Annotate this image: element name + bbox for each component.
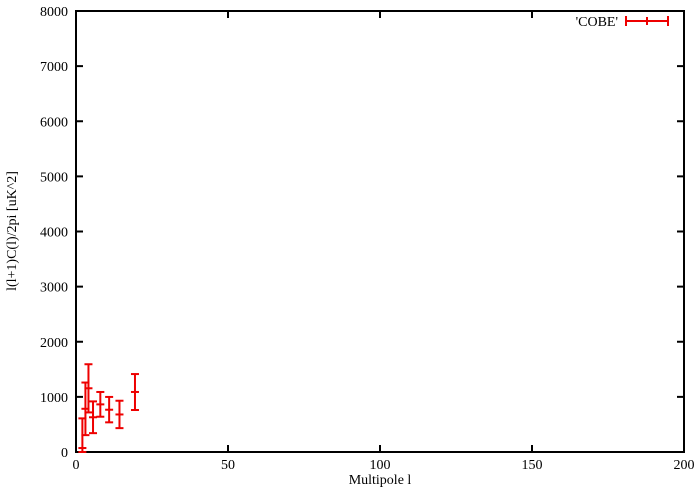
legend: 'COBE' (576, 15, 669, 30)
errorbar-point (89, 400, 98, 435)
x-axis-ticks: 0 50 100 150 200 (73, 11, 695, 473)
y-tick-label: 3000 (40, 281, 68, 296)
plot-border (75, 10, 685, 453)
plot-frame (75, 10, 685, 453)
y-tick-label: 1000 (40, 391, 68, 406)
x-tick-label: 100 (370, 458, 391, 473)
y-tick-label: 4000 (40, 226, 68, 241)
errorbar-point (115, 399, 124, 430)
legend-errorbar-sample (625, 16, 669, 26)
y-axis-label: l(l+1)C(l)/2pi [uK^2] (5, 171, 20, 291)
x-tick-label: 50 (221, 458, 235, 473)
legend-label: 'COBE' (576, 15, 618, 30)
y-tick-label: 7000 (40, 60, 68, 75)
errorbar-point (105, 395, 114, 424)
x-axis-label: Multipole l (349, 473, 412, 488)
y-tick-label: 5000 (40, 170, 68, 185)
errorbar-point (96, 390, 105, 418)
y-axis-ticks: 0 1000 2000 3000 4000 5000 6000 7000 8000 (40, 5, 684, 461)
x-tick-label: 150 (522, 458, 543, 473)
x-tick-label: 200 (674, 458, 695, 473)
errorbar-point (130, 373, 139, 411)
y-tick-label: 6000 (40, 115, 68, 130)
y-tick-label: 2000 (40, 336, 68, 351)
y-tick-label: 0 (61, 446, 68, 461)
y-tick-label: 8000 (40, 5, 68, 20)
errorbar-point (84, 363, 93, 414)
data-series-cobe (78, 363, 139, 453)
x-tick-label: 0 (73, 458, 80, 473)
